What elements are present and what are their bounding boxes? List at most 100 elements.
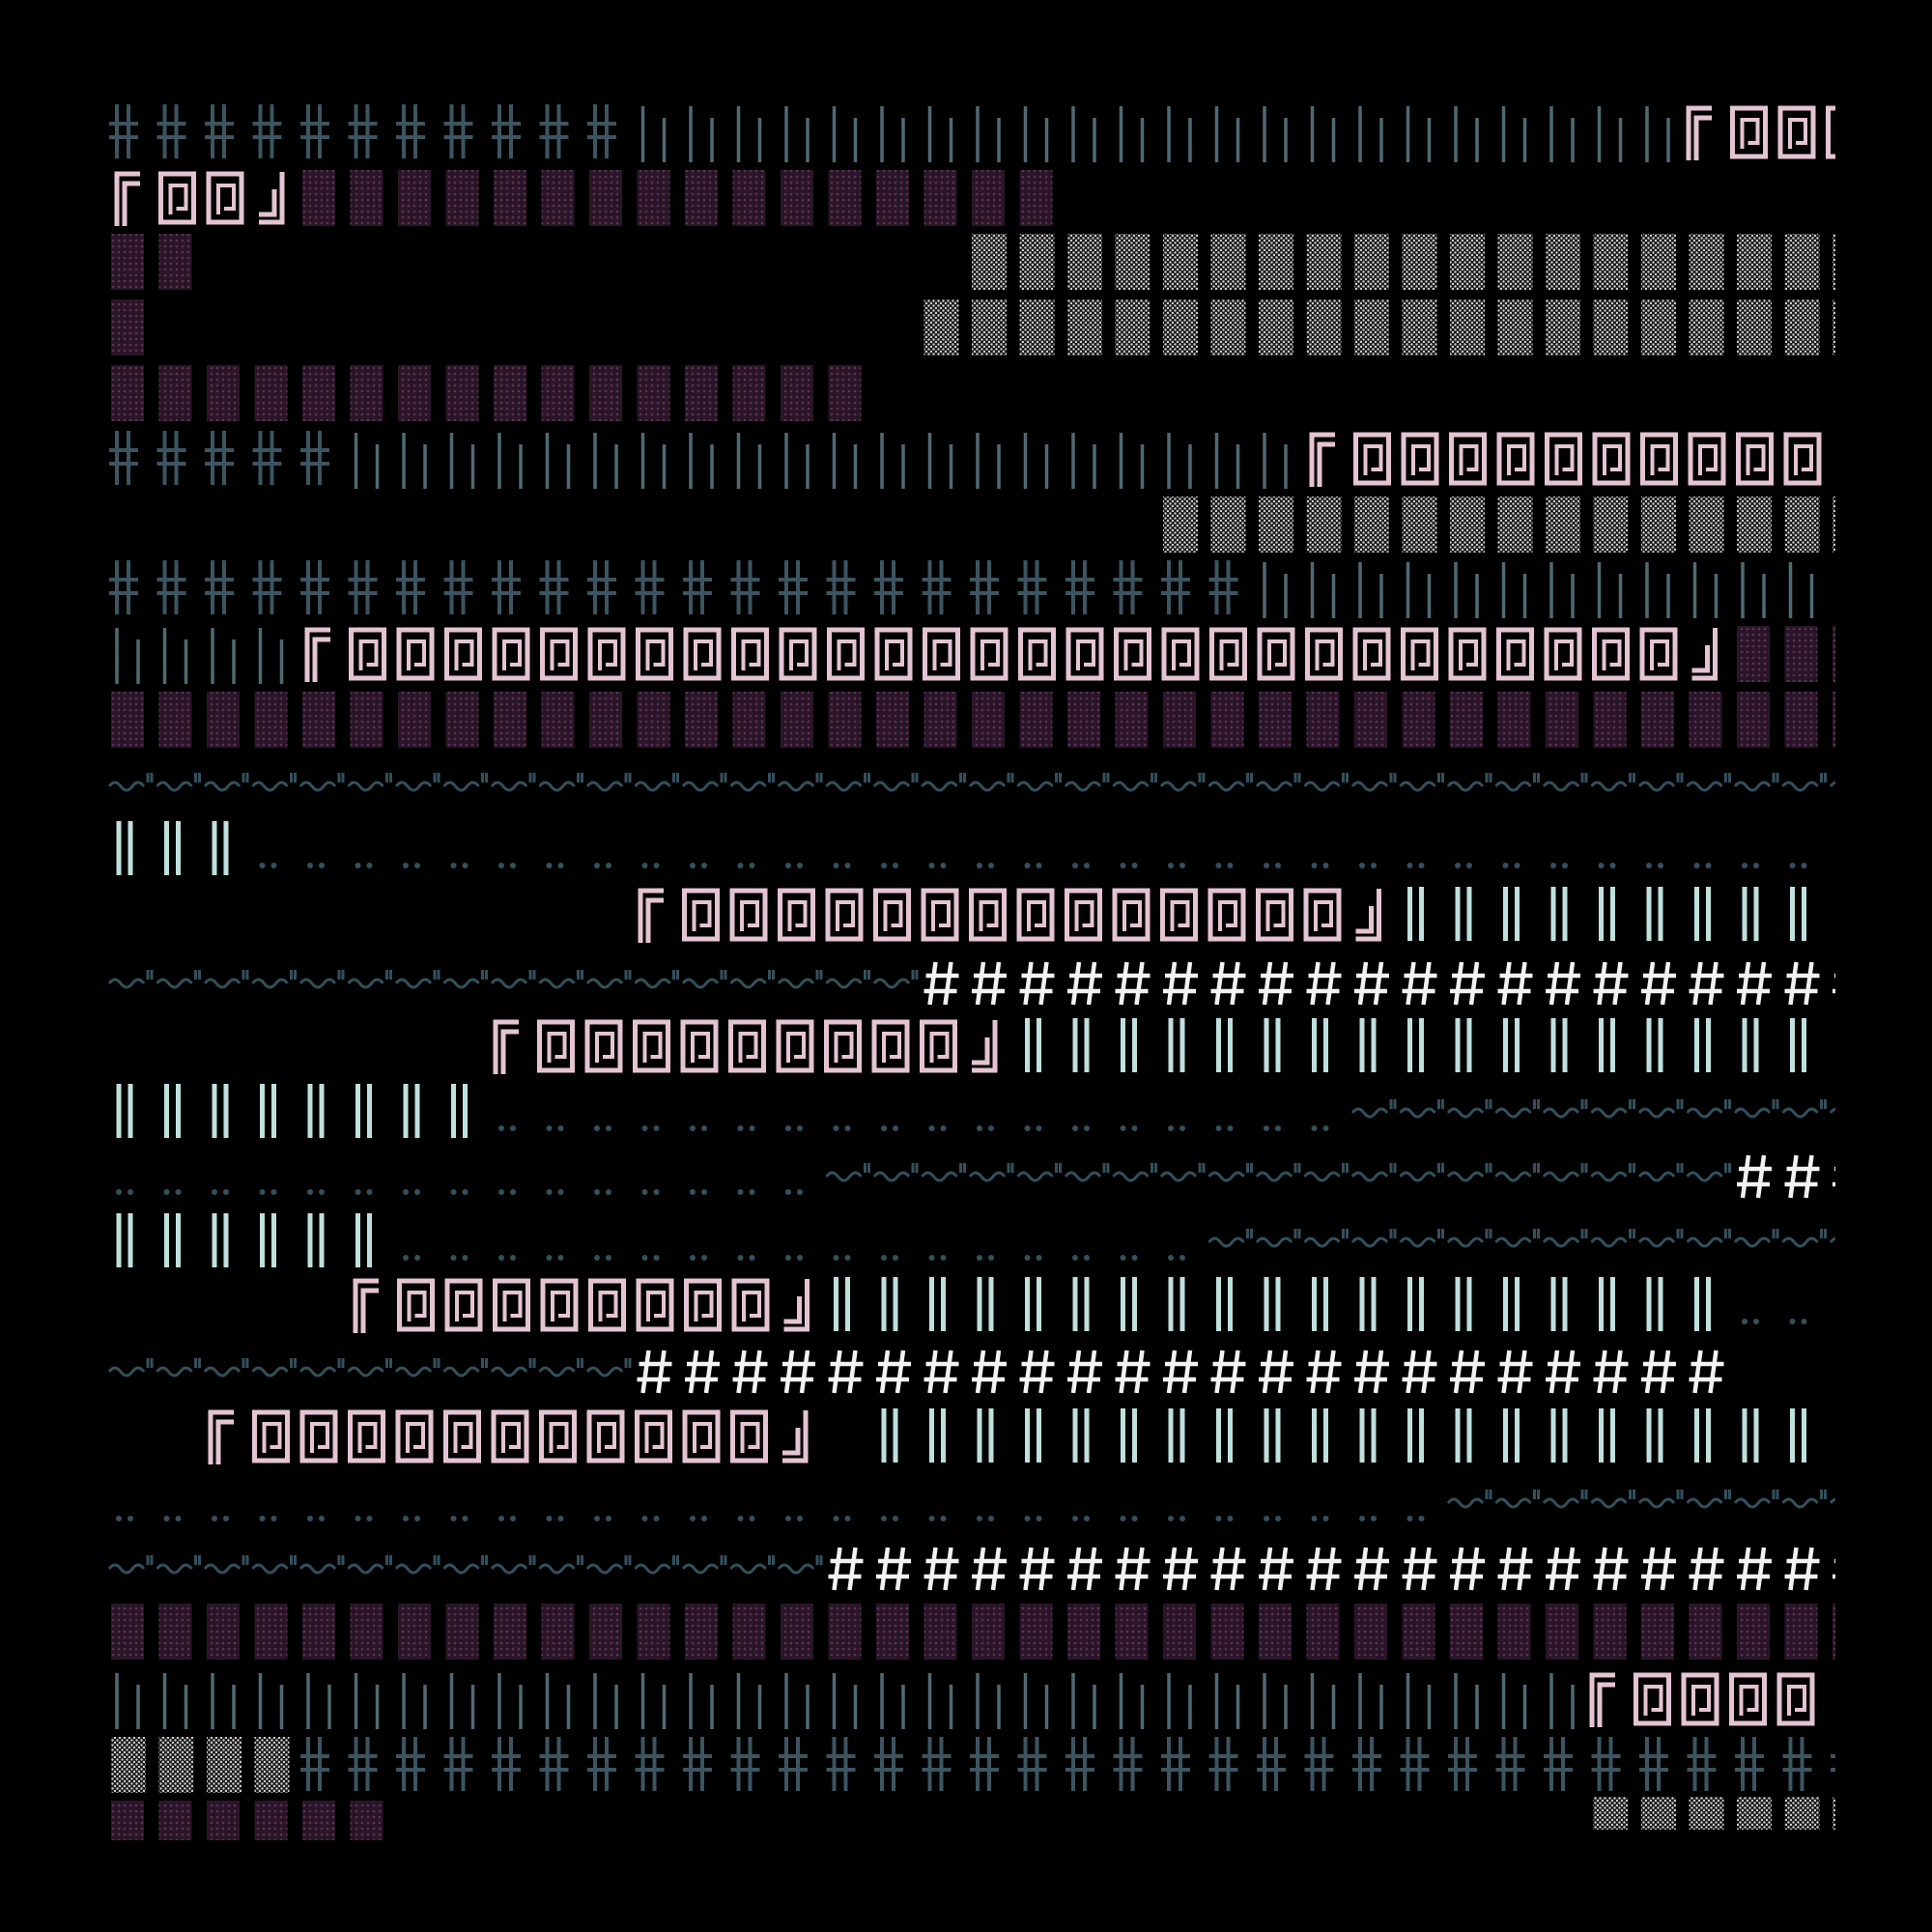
double-cross-glyph	[1161, 560, 1190, 614]
dotted-block-glyph	[445, 365, 479, 421]
double-dot-glyph	[737, 863, 755, 868]
double-dot-glyph	[737, 1125, 755, 1131]
box-frame-glyph	[444, 1278, 483, 1332]
double-dot-glyph	[355, 1516, 373, 1521]
box-frame-glyph	[1257, 627, 1295, 681]
corner-open-glyph	[208, 1409, 234, 1464]
double-cross-glyph	[683, 1737, 712, 1791]
wave-glyph	[1686, 1163, 1731, 1182]
box-frame-glyph	[348, 1409, 385, 1463]
tall-bar-glyph	[162, 1673, 188, 1729]
tall-bar-glyph	[1310, 106, 1336, 162]
double-bar-glyph	[116, 1213, 133, 1267]
dotted-block-glyph	[302, 170, 335, 226]
wave-glyph	[1542, 1163, 1588, 1182]
double-bar-glyph	[260, 1213, 276, 1267]
tall-bar-glyph	[640, 433, 667, 489]
double-dot-glyph	[594, 1516, 611, 1521]
corner-open-glyph	[493, 1019, 519, 1074]
dotted-block-glyph	[445, 170, 479, 226]
double-bar-glyph	[1742, 887, 1759, 941]
double-dot-glyph	[403, 1516, 420, 1521]
wave-glyph	[538, 970, 583, 989]
dotted-block-glyph	[685, 365, 718, 421]
tall-bar-glyph	[1788, 562, 1814, 618]
double-dot-glyph	[785, 1516, 803, 1521]
wave-glyph	[347, 773, 392, 792]
hash-glyph	[1163, 961, 1198, 1006]
box-frame-glyph	[684, 1278, 722, 1332]
dotted-block-glyph	[158, 1801, 192, 1840]
box-frame-glyph	[778, 888, 815, 942]
tall-bar-glyph	[736, 433, 762, 489]
double-dot-glyph	[690, 1516, 707, 1521]
double-bar-glyph	[1121, 1018, 1137, 1072]
wave-glyph	[1590, 773, 1635, 792]
stipple-block-glyph	[1497, 234, 1533, 290]
wave-glyph	[1590, 1099, 1635, 1119]
dotted-block-glyph	[1259, 692, 1292, 748]
dotted-block-glyph	[1163, 1604, 1196, 1660]
stipple-block-glyph	[1402, 299, 1437, 355]
corner-open-glyph	[304, 627, 330, 682]
corner-open-glyph	[353, 1278, 379, 1333]
wave-glyph	[1686, 773, 1731, 792]
wave-glyph	[1208, 1229, 1253, 1248]
double-dot-glyph	[977, 1255, 994, 1261]
double-bar-glyph	[1312, 1408, 1328, 1463]
double-bar-glyph	[1025, 1018, 1041, 1072]
dotted-block-glyph	[207, 1801, 240, 1840]
dotted-block-glyph	[1450, 1604, 1483, 1660]
box-frame-glyph	[1449, 432, 1487, 486]
wave-glyph	[394, 773, 440, 792]
stipple-block-glyph	[1163, 299, 1198, 355]
box-frame-glyph	[1634, 1672, 1671, 1726]
double-bar-glyph	[1503, 1408, 1520, 1463]
double-cross-glyph	[1208, 1737, 1238, 1791]
tall-bar-glyph	[1023, 433, 1049, 489]
double-dot-glyph	[1072, 1516, 1090, 1521]
wave-glyph	[1542, 1099, 1588, 1119]
hash-glyph	[1019, 961, 1055, 1006]
tall-bar-glyph	[736, 1673, 762, 1729]
hash-glyph	[1163, 1350, 1198, 1394]
dotted-block-glyph	[158, 1604, 192, 1660]
double-bar-glyph	[1646, 1277, 1663, 1331]
double-bar-glyph	[977, 1408, 994, 1463]
wave-glyph	[1399, 1099, 1444, 1119]
wave-glyph	[251, 1555, 297, 1575]
stipple-block-glyph	[1067, 299, 1102, 355]
hash-glyph	[1402, 1350, 1437, 1394]
double-bar-glyph	[1694, 1408, 1711, 1463]
double-cross-glyph	[874, 1737, 903, 1791]
double-cross-glyph	[492, 104, 521, 158]
dotted-block-glyph	[972, 692, 1005, 748]
double-bar-glyph	[212, 1213, 229, 1267]
double-cross-glyph	[1831, 1754, 1835, 1772]
stipple-block-glyph	[1306, 497, 1342, 553]
wave-glyph	[394, 970, 440, 989]
dotted-block-glyph	[923, 692, 957, 748]
double-bar-glyph	[929, 1277, 946, 1331]
double-dot-glyph	[594, 1255, 611, 1261]
double-dot-glyph	[594, 1125, 611, 1131]
double-cross-glyph	[396, 1737, 425, 1791]
box-frame-glyph	[1448, 627, 1487, 681]
tall-bar-glyph	[880, 1673, 905, 1729]
double-dot-glyph	[1455, 863, 1472, 868]
wave-glyph	[921, 1163, 966, 1182]
tall-bar-glyph	[449, 1673, 475, 1729]
double-bar-glyph	[1646, 1018, 1663, 1072]
wave-glyph	[968, 773, 1014, 792]
dotted-block-glyph	[302, 1604, 335, 1660]
wave-glyph	[1494, 1229, 1540, 1248]
hash-glyph	[732, 1350, 768, 1394]
box-frame-glyph	[1209, 627, 1247, 681]
wave-glyph	[1399, 1163, 1444, 1182]
wave-glyph	[585, 1358, 632, 1378]
box-frame-glyph	[443, 1409, 481, 1463]
box-frame-glyph	[540, 627, 578, 681]
double-dot-glyph	[690, 1255, 707, 1261]
stipple-block-glyph	[1402, 234, 1437, 290]
stipple-block-glyph	[1689, 299, 1724, 355]
